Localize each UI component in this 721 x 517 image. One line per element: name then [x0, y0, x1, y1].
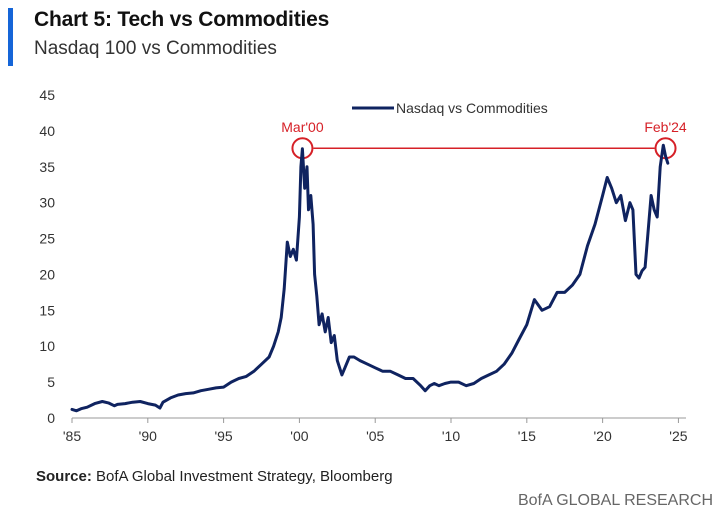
y-tick-label: 25 — [39, 231, 55, 247]
x-tick-label: '90 — [139, 428, 157, 444]
legend: Nasdaq vs Commodities — [352, 100, 548, 116]
chart-subtitle: Nasdaq 100 vs Commodities — [34, 38, 277, 59]
source-label: Source: — [36, 468, 92, 485]
x-tick-label: '25 — [669, 428, 687, 444]
annotations: Mar'00 Feb'24 — [281, 119, 687, 160]
x-axis: '85 '90 '95 '00 '05 '10 '15 '20 '25 — [63, 417, 688, 444]
x-tick-label: '05 — [366, 428, 384, 444]
y-axis: 0 5 10 15 20 25 30 35 40 45 — [39, 87, 55, 426]
source-text: BofA Global Investment Strategy, Bloombe… — [91, 468, 393, 485]
x-tick-label: '00 — [290, 428, 308, 444]
brand-label: BofA GLOBAL RESEARCH — [517, 492, 713, 509]
y-tick-label: 5 — [47, 374, 55, 390]
series-line — [70, 143, 670, 413]
y-tick-label: 45 — [39, 87, 55, 103]
x-tick-label: '85 — [63, 428, 81, 444]
peak-label: Mar'00 — [281, 119, 324, 135]
source-note: Source: BofA Global Investment Strategy,… — [36, 468, 393, 485]
y-tick-label: 30 — [39, 195, 55, 211]
y-tick-label: 0 — [47, 410, 55, 426]
x-tick-label: '95 — [214, 428, 232, 444]
y-tick-label: 40 — [39, 123, 55, 139]
y-tick-label: 35 — [39, 159, 55, 175]
chart-title: Chart 5: Tech vs Commodities — [34, 8, 330, 31]
legend-label: Nasdaq vs Commodities — [396, 100, 548, 116]
x-tick-label: '10 — [442, 428, 460, 444]
y-tick-label: 10 — [39, 338, 55, 354]
peak-label: Feb'24 — [644, 119, 687, 135]
y-tick-label: 15 — [39, 302, 55, 318]
title-accent-bar — [8, 8, 13, 66]
y-tick-label: 20 — [39, 266, 55, 282]
series-group — [70, 143, 670, 413]
x-tick-label: '20 — [593, 428, 611, 444]
x-tick-label: '15 — [518, 428, 536, 444]
